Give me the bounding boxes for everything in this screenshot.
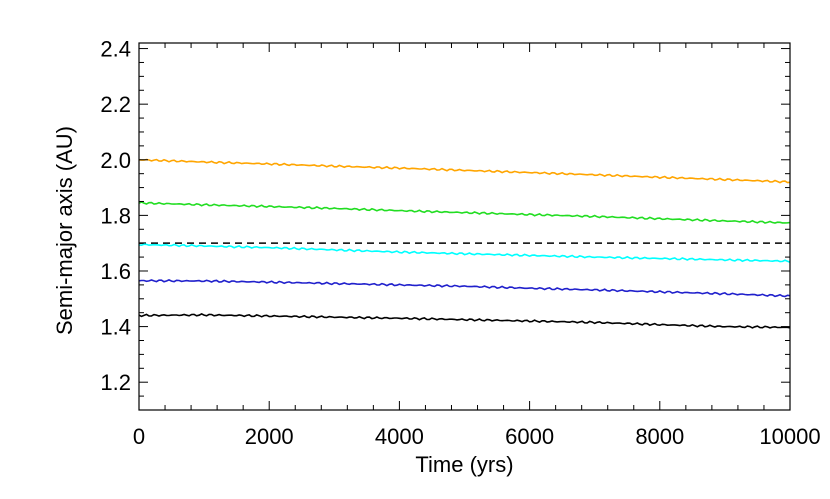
y-tick-label: 2.0 bbox=[100, 148, 131, 173]
tick-labels-group: 0 2000 4000 6000 8000 10000 1.2 1.4 1.6 1.8 2.0 2.2… bbox=[100, 37, 820, 449]
y-axis-title: Semi-major axis (AU) bbox=[52, 126, 77, 335]
axes-group bbox=[138, 42, 791, 411]
y-tick-label: 1.8 bbox=[100, 203, 131, 228]
series-line-4 bbox=[138, 279, 791, 298]
y-tick-label: 1.2 bbox=[100, 370, 131, 395]
x-axis-title: Time (yrs) bbox=[415, 452, 513, 477]
x-tick-label: 10000 bbox=[759, 424, 820, 449]
series-line-3 bbox=[138, 243, 791, 263]
x-tick-label: 0 bbox=[133, 424, 145, 449]
series-line-5 bbox=[138, 313, 791, 329]
series-group bbox=[138, 158, 791, 329]
x-tick-label: 2000 bbox=[245, 424, 294, 449]
ticks-group bbox=[138, 43, 791, 410]
x-tick-label: 4000 bbox=[375, 424, 424, 449]
x-tick-label: 6000 bbox=[505, 424, 554, 449]
series-line-1 bbox=[138, 158, 791, 184]
plot-frame bbox=[138, 42, 791, 411]
y-tick-label: 1.6 bbox=[100, 259, 131, 284]
x-tick-label: 8000 bbox=[635, 424, 684, 449]
y-tick-label: 2.4 bbox=[100, 37, 131, 62]
y-tick-label: 1.4 bbox=[100, 315, 131, 340]
series-line-2 bbox=[138, 201, 791, 224]
y-tick-label: 2.2 bbox=[100, 92, 131, 117]
